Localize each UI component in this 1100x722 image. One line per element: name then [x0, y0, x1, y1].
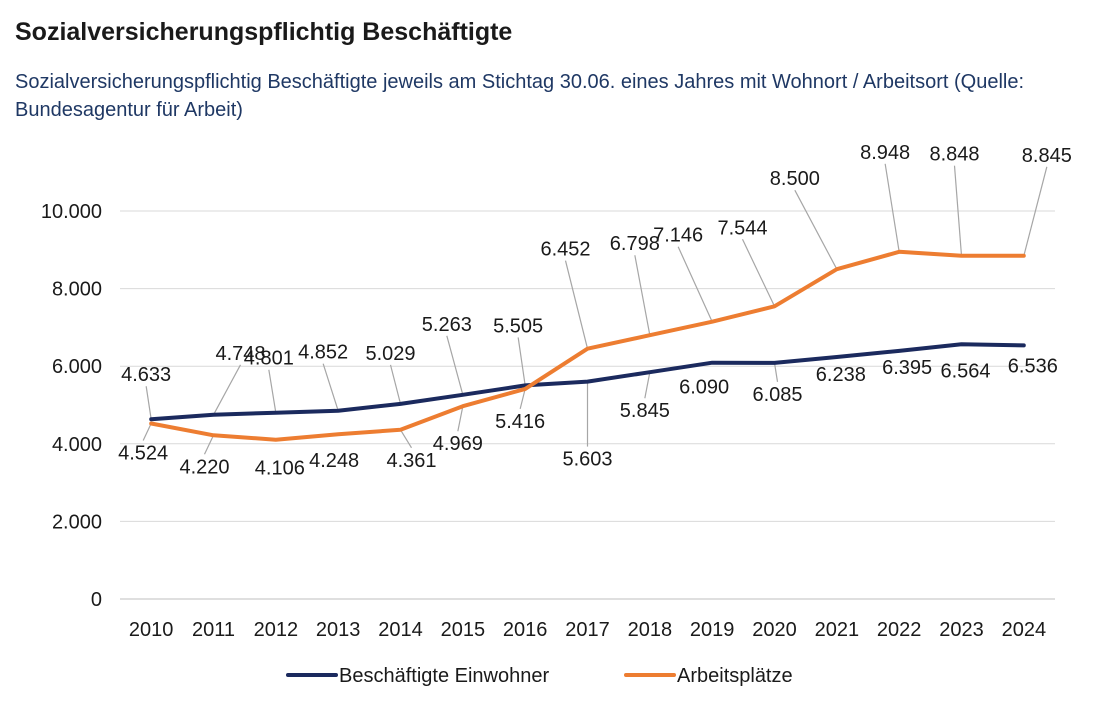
- series-line: [149, 342, 1026, 422]
- y-tick-label: 6.000: [52, 356, 102, 378]
- label-leader-line: [634, 255, 651, 336]
- data-label: 4.106: [255, 458, 305, 480]
- legend-label: Beschäftigte Einwohner: [339, 665, 549, 687]
- y-tick-label: 0: [91, 589, 102, 611]
- x-tick-label: 2023: [939, 619, 984, 641]
- y-axis: 0 2.000 4.000 6.000 8.000 10.000: [41, 201, 102, 611]
- label-leader-line: [884, 163, 900, 252]
- x-tick-label: 2022: [877, 619, 922, 641]
- x-tick-label: 2012: [254, 619, 299, 641]
- label-leader-line: [457, 406, 464, 432]
- data-label: 6.395: [882, 357, 932, 379]
- label-leader-line: [644, 372, 651, 399]
- data-label: 5.263: [422, 314, 472, 336]
- y-tick-label: 4.000: [52, 434, 102, 456]
- x-tick-label: 2011: [192, 619, 235, 641]
- label-leader-line: [773, 362, 779, 382]
- label-leader-line: [953, 165, 963, 256]
- legend: Beschäftigte Einwohner Arbeitsplätze: [286, 665, 793, 687]
- label-leader-lines: [142, 163, 1048, 455]
- x-tick-label: 2019: [690, 619, 735, 641]
- label-leader-line: [142, 423, 152, 441]
- label-leader-line: [203, 435, 215, 455]
- data-label: 6.085: [752, 384, 802, 406]
- label-leader-line: [322, 363, 339, 411]
- data-label: 4.748: [215, 343, 265, 365]
- label-leader-line: [389, 364, 402, 405]
- x-tick-label: 2024: [1002, 619, 1047, 641]
- data-label: 5.416: [495, 411, 545, 433]
- data-label: 6.798: [610, 233, 660, 255]
- y-tick-label: 10.000: [41, 201, 102, 223]
- data-label: 4.969: [433, 433, 483, 455]
- x-tick-label: 2018: [628, 619, 673, 641]
- label-leader-line: [794, 189, 838, 270]
- chart-title: Sozialversicherungspflichtig Beschäftigt…: [15, 18, 513, 46]
- data-label: 6.452: [540, 239, 590, 261]
- data-label: 8.848: [929, 144, 979, 166]
- data-label: 4.633: [121, 364, 171, 386]
- y-tick-label: 2.000: [52, 511, 102, 533]
- data-label: 5.845: [620, 400, 670, 422]
- data-label: 7.146: [653, 225, 703, 247]
- data-label: 5.505: [493, 315, 543, 337]
- label-leader-line: [446, 335, 464, 395]
- y-tick-label: 8.000: [52, 279, 102, 301]
- data-label: 4.220: [179, 456, 229, 478]
- label-leader-line: [517, 337, 526, 386]
- label-leader-line: [1023, 166, 1048, 256]
- label-leader-line: [145, 386, 152, 420]
- data-label: 4.361: [386, 450, 436, 472]
- series-lines: [149, 249, 1026, 442]
- data-label: 4.801: [244, 348, 294, 370]
- label-leader-line: [399, 429, 413, 449]
- data-label: 5.603: [562, 449, 612, 471]
- data-label: 5.029: [365, 343, 415, 365]
- label-leader-line: [268, 369, 277, 413]
- x-tick-label: 2020: [752, 619, 797, 641]
- data-label: 7.544: [717, 217, 767, 239]
- data-label: 6.536: [1008, 355, 1058, 377]
- data-label: 6.238: [816, 364, 866, 386]
- data-label: 4.524: [118, 442, 168, 464]
- x-tick-label: 2013: [316, 619, 361, 641]
- legend-label: Arbeitsplätze: [677, 665, 793, 687]
- data-label: 4.248: [309, 450, 359, 472]
- x-tick-label: 2021: [815, 619, 860, 641]
- x-axis: 2010 2011 2012 2013 2014 2015 2016 2017 2018 2019…: [129, 619, 1046, 641]
- x-tick-label: 2015: [441, 619, 486, 641]
- x-tick-label: 2017: [565, 619, 610, 641]
- label-leader-line: [677, 246, 713, 322]
- data-label: 8.845: [1022, 145, 1072, 167]
- label-leader-line: [741, 239, 776, 307]
- x-tick-label: 2014: [378, 619, 423, 641]
- series-line: [149, 249, 1026, 442]
- data-label: 4.852: [298, 342, 348, 364]
- data-label: 6.090: [679, 377, 729, 399]
- chart-subtitle: Sozialversicherungspflichtig Beschäftigt…: [15, 71, 1025, 121]
- data-label: 8.500: [770, 168, 820, 190]
- x-tick-label: 2010: [129, 619, 174, 641]
- label-leader-line: [564, 260, 589, 349]
- label-leader-line: [212, 364, 242, 416]
- label-leader-line: [519, 388, 526, 410]
- x-tick-label: 2016: [503, 619, 548, 641]
- data-label: 8.948: [860, 142, 910, 164]
- data-label: 6.564: [940, 360, 990, 382]
